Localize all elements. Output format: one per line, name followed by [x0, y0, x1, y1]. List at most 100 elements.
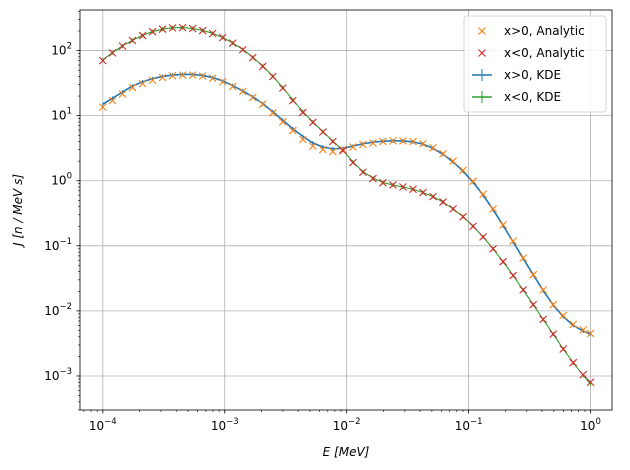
legend: x>0, Analytic x<0, Analytic x>0, KDE x<0, K…: [463, 15, 607, 113]
y-tick-exponent: −2: [59, 302, 72, 312]
x-tick-base: 10: [89, 419, 104, 433]
x-tick-exponent: 0: [595, 417, 600, 427]
x-tick-label: 10−3: [211, 417, 239, 433]
legend-label: x<0, Analytic: [504, 46, 585, 60]
data-point: [409, 137, 417, 146]
data-point: [98, 56, 107, 65]
data-point: [198, 72, 207, 80]
y-tick-label: 102: [51, 42, 72, 58]
x-tick-base: 10: [580, 419, 595, 433]
data-point: [529, 300, 538, 309]
data-point: [168, 71, 177, 80]
data-point: [359, 168, 367, 177]
data-point: [308, 142, 317, 151]
data-point: [469, 177, 477, 186]
legend-label: x>0, KDE: [504, 68, 561, 82]
data-point: [218, 78, 227, 86]
data-point: [549, 330, 558, 338]
data-point: [559, 311, 568, 320]
data-point: [148, 76, 157, 85]
data-point: [268, 72, 277, 81]
x-tick-label: 10−2: [333, 417, 361, 433]
data-point: [379, 137, 387, 146]
plot-frame: [79, 9, 613, 411]
data-point: [419, 188, 427, 197]
data-point: [389, 136, 397, 145]
data-point: [459, 212, 467, 221]
data-point: [108, 49, 117, 57]
data-point: [248, 93, 257, 102]
data-point: [208, 29, 217, 38]
y-tick-exponent: 2: [67, 42, 72, 52]
data-point: [318, 128, 327, 136]
data-point: [238, 45, 247, 54]
data-point: [228, 82, 237, 91]
legend-entry: x>0, Analytic: [478, 24, 585, 38]
data-point: [439, 198, 447, 206]
data-point: [519, 286, 528, 294]
data-point: [178, 71, 187, 79]
data-point: [449, 204, 457, 213]
data-point: [479, 190, 487, 199]
data-point: [308, 118, 317, 127]
data-point: [188, 71, 197, 79]
data-point: [168, 24, 177, 32]
data-point: [399, 183, 407, 191]
x-axis-label-text: E [MeV]: [323, 445, 370, 459]
data-point: [419, 139, 427, 148]
data-point: [338, 145, 347, 154]
legend-label: x<0, KDE: [504, 90, 561, 104]
legend-swatch-marker: [478, 49, 486, 57]
y-tick-label: 10−2: [44, 302, 72, 318]
data-point: [559, 345, 568, 353]
data-point: [399, 136, 407, 145]
x-tick-label: 10−1: [455, 417, 483, 433]
data-point: [459, 166, 467, 175]
data-point: [328, 147, 337, 156]
data-point: [138, 79, 147, 88]
data-point: [349, 143, 357, 151]
x-tick-exponent: −2: [348, 417, 361, 427]
y-tick-base: 10: [44, 239, 59, 253]
data-point: [118, 42, 127, 51]
data-point: [278, 118, 287, 126]
data-point: [349, 158, 357, 167]
data-point: [499, 257, 508, 266]
data-point: [238, 87, 247, 96]
x-tick-exponent: −1: [470, 417, 483, 427]
x-tick-base: 10: [211, 419, 226, 433]
y-tick-label: 10−1: [44, 237, 72, 253]
data-point: [409, 185, 417, 194]
y-tick-base: 10: [44, 304, 59, 318]
data-point: [298, 135, 307, 144]
data-point: [429, 192, 437, 201]
data-point: [298, 108, 307, 117]
x-tick-exponent: −3: [226, 417, 239, 427]
data-point: [439, 149, 447, 158]
data-point: [509, 237, 518, 246]
data-point: [208, 74, 217, 83]
data-point: [369, 174, 377, 183]
y-tick-exponent: −1: [59, 237, 72, 247]
data-point: [519, 254, 528, 262]
legend-entry: x<0, Analytic: [478, 46, 585, 60]
data-point: [469, 222, 477, 231]
y-tick-exponent: −3: [59, 367, 72, 377]
x-tick-label: 10−4: [89, 417, 117, 433]
y-tick-base: 10: [51, 109, 66, 123]
y-tick-label: 10−3: [44, 367, 72, 383]
x-tick-base: 10: [333, 419, 348, 433]
data-point: [449, 157, 457, 166]
data-point: [258, 100, 267, 109]
legend-box: [463, 15, 607, 113]
data-point: [288, 126, 297, 135]
y-tick-label: 101: [51, 107, 72, 123]
legend-entry: x<0, KDE: [472, 90, 561, 104]
data-point: [549, 300, 558, 309]
data-point: [539, 315, 548, 324]
data-point: [359, 140, 367, 149]
data-point: [278, 84, 287, 92]
data-point: [539, 286, 548, 294]
data-point: [248, 53, 257, 62]
y-tick-exponent: 0: [67, 172, 72, 182]
